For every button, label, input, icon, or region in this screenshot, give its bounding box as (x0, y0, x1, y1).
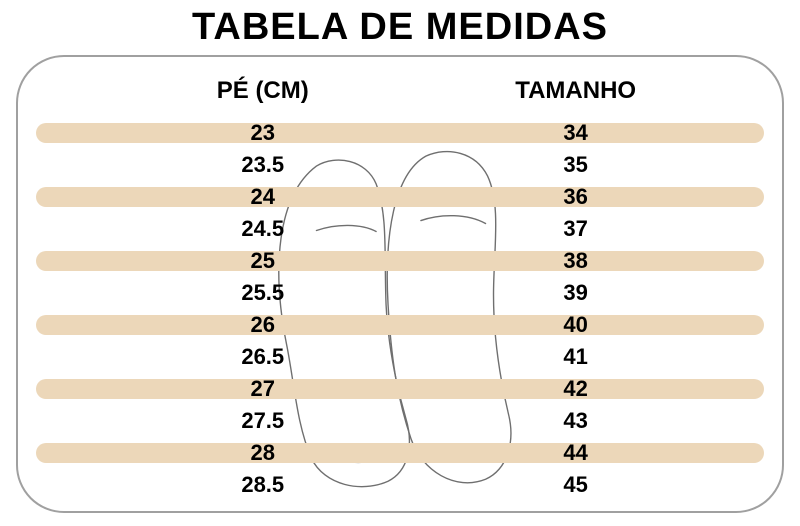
header-size: TAMANHO (385, 77, 767, 105)
size-card: PÉ (CM) TAMANHO 233423.535243624.5372538… (16, 55, 784, 513)
cell-size: 39 (385, 280, 767, 306)
table-row: 26.541 (18, 341, 782, 373)
card-content: PÉ (CM) TAMANHO 233423.535243624.5372538… (18, 57, 782, 511)
table-row: 2436 (18, 181, 782, 213)
table-row: 2742 (18, 373, 782, 405)
table-row: 2334 (18, 117, 782, 149)
cell-size: 42 (385, 376, 767, 402)
table-row: 2844 (18, 437, 782, 469)
cell-size: 34 (385, 120, 767, 146)
cell-size: 38 (385, 248, 767, 274)
cell-size: 37 (385, 216, 767, 242)
cell-size: 36 (385, 184, 767, 210)
table-row: 24.537 (18, 213, 782, 245)
table-header-row: PÉ (CM) TAMANHO (18, 57, 782, 109)
table-row: 23.535 (18, 149, 782, 181)
cell-size: 45 (385, 472, 767, 498)
page: TABELA DE MEDIDAS PÉ (CM) TAMANHO 23342 (0, 0, 800, 526)
table-row: 25.539 (18, 277, 782, 309)
cell-size: 35 (385, 152, 767, 178)
table-body: 233423.535243624.537253825.539264026.541… (18, 109, 782, 511)
cell-size: 41 (385, 344, 767, 370)
cell-size: 44 (385, 440, 767, 466)
table-row: 2640 (18, 309, 782, 341)
table-row: 27.543 (18, 405, 782, 437)
page-title: TABELA DE MEDIDAS (192, 6, 608, 49)
table-row: 2538 (18, 245, 782, 277)
cell-size: 40 (385, 312, 767, 338)
cell-size: 43 (385, 408, 767, 434)
table-row: 28.545 (18, 469, 782, 501)
